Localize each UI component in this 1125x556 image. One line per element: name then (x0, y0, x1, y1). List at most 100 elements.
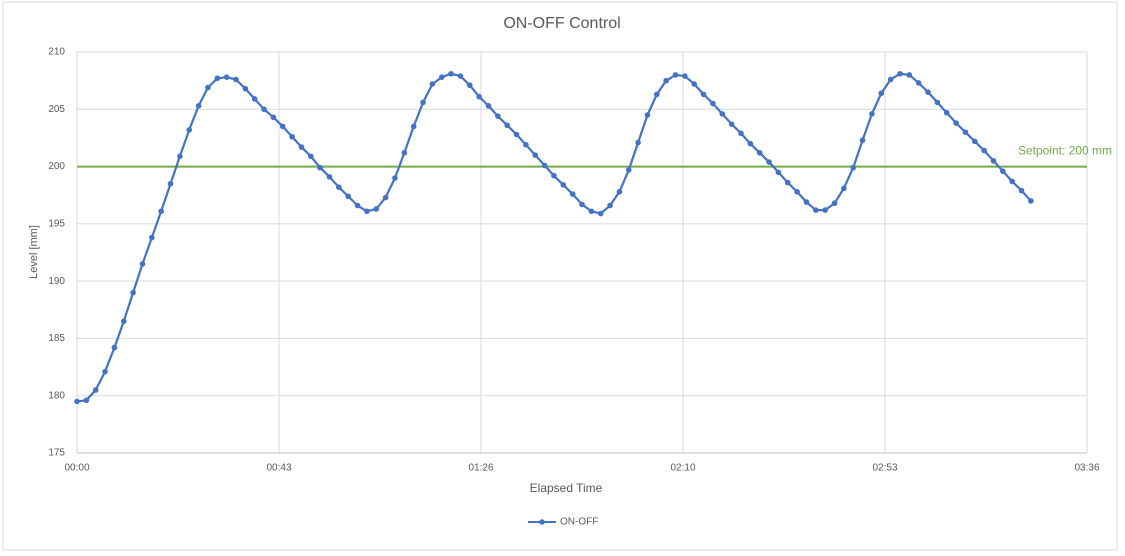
data-point (410, 123, 417, 130)
data-point (186, 127, 193, 133)
data-point (513, 131, 520, 138)
y-tick-label: 185 (48, 333, 65, 344)
data-point (831, 200, 838, 207)
data-point (504, 122, 510, 129)
data-point (1018, 187, 1025, 194)
data-point (551, 172, 557, 179)
data-point (728, 121, 735, 127)
data-point (616, 188, 623, 195)
data-point (719, 111, 726, 117)
data-point (1028, 198, 1034, 204)
data-point (532, 152, 539, 158)
data-point (859, 137, 866, 144)
chart-title: ON-OFF Control (503, 15, 620, 32)
data-point (738, 130, 744, 137)
data-point (663, 77, 669, 84)
data-point (569, 191, 576, 197)
data-point (336, 184, 342, 190)
data-point (429, 81, 436, 87)
y-tick-label: 200 (48, 161, 65, 172)
data-point (971, 138, 978, 145)
data-point (925, 89, 931, 95)
data-point (588, 208, 595, 215)
x-tick-label: 01:26 (468, 463, 493, 474)
data-point (214, 75, 221, 82)
data-point (102, 368, 108, 375)
data-point (307, 153, 314, 160)
y-tick-label: 205 (48, 104, 65, 115)
data-point (953, 120, 959, 126)
data-point (654, 91, 660, 98)
data-point (878, 90, 885, 97)
data-point (597, 210, 604, 217)
data-point (279, 123, 286, 130)
data-point (364, 208, 370, 215)
data-point (448, 70, 454, 77)
data-point (317, 164, 323, 171)
legend-label: ON-OFF (560, 517, 598, 528)
data-point (766, 159, 772, 165)
data-point (205, 84, 211, 91)
data-point (794, 188, 800, 195)
data-point (438, 74, 445, 81)
data-point (177, 153, 183, 160)
data-point (887, 76, 894, 83)
data-point (167, 180, 174, 187)
data-point (803, 199, 810, 205)
data-point (495, 113, 501, 119)
data-point (691, 81, 698, 87)
data-point (111, 344, 118, 351)
data-point (756, 150, 763, 156)
x-axis-title: Elapsed Time (530, 481, 603, 495)
data-point (672, 72, 679, 78)
data-point (223, 74, 230, 81)
data-point (822, 207, 828, 213)
data-point (1000, 168, 1006, 174)
data-point (784, 179, 791, 186)
data-point (354, 202, 361, 209)
y-tick-label: 210 (48, 47, 65, 58)
y-axis-title: Level [mm] (28, 225, 40, 279)
data-point (158, 208, 164, 215)
data-point (812, 207, 819, 213)
data-point (906, 72, 913, 78)
data-point (373, 206, 380, 212)
data-point (523, 142, 529, 148)
x-tick-label: 02:53 (872, 463, 897, 474)
setpoint-label: Setpoint: 200 mm (1018, 144, 1112, 158)
data-point (981, 147, 987, 154)
data-point (644, 112, 651, 118)
data-point (139, 261, 146, 267)
data-point (775, 169, 782, 176)
data-point (485, 103, 492, 109)
data-point (607, 202, 613, 209)
data-point (943, 109, 950, 116)
data-point (392, 175, 398, 181)
data-point (897, 70, 903, 77)
x-tick-label: 00:00 (64, 463, 89, 474)
x-tick-label: 03:36 (1074, 463, 1099, 474)
data-point (261, 106, 267, 113)
data-point (420, 99, 426, 106)
data-point (476, 93, 482, 100)
data-point (270, 114, 277, 121)
data-point (251, 96, 258, 102)
y-tick-label: 175 (48, 448, 65, 459)
data-point (195, 103, 202, 109)
y-tick-label: 195 (48, 218, 65, 229)
data-point (915, 80, 922, 86)
data-point (289, 133, 295, 140)
legend-marker (539, 519, 545, 525)
y-tick-label: 180 (48, 390, 65, 401)
data-point (747, 140, 754, 147)
data-point (560, 182, 567, 188)
data-point (298, 144, 305, 150)
data-point (92, 387, 99, 393)
data-point (345, 193, 352, 200)
data-point (120, 318, 127, 325)
y-tick-label: 190 (48, 276, 65, 287)
data-point (990, 158, 997, 164)
x-tick-label: 00:43 (266, 463, 291, 474)
data-point (83, 397, 90, 404)
